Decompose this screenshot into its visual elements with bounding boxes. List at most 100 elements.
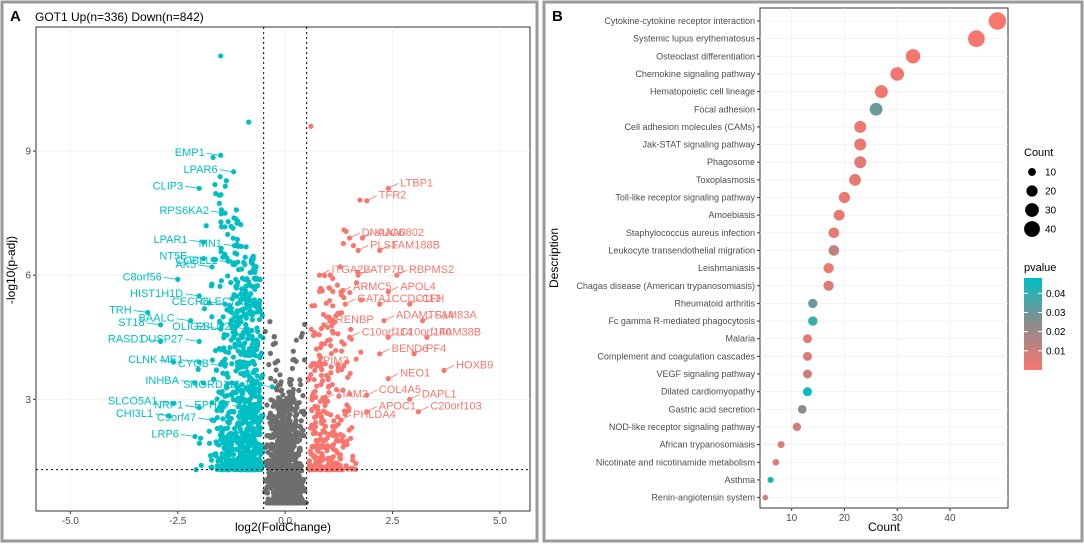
volcano-up-point [415, 409, 421, 415]
volcano-down-point [249, 359, 255, 365]
volcano-down-point [222, 301, 228, 307]
dotplot-gridlines [760, 8, 1008, 508]
volcano-down-point [227, 345, 233, 351]
dotplot-point [823, 280, 834, 291]
volcano-down-point [157, 338, 164, 344]
volcano-up-point [377, 301, 383, 307]
volcano-up-point [407, 301, 413, 307]
volcano-gene-label: RPS6KA2 [159, 205, 209, 217]
dotplot-term-label: Jak-STAT signaling pathway [642, 140, 755, 150]
volcano-down-point [231, 437, 237, 443]
volcano-down-point [251, 351, 257, 357]
volcano-ns-point [281, 445, 287, 452]
volcano-up-point [335, 414, 341, 420]
volcano-ns-point [267, 350, 273, 356]
volcano-y-tick-label: 6 [25, 271, 31, 282]
volcano-down-point [253, 457, 259, 463]
volcano-down-point [209, 417, 215, 423]
volcano-down-point [227, 303, 233, 309]
volcano-up-point [321, 322, 327, 328]
volcano-up-point [322, 272, 328, 279]
volcano-down-point [222, 183, 228, 189]
dotplot-term-label: Complement and coagulation cascades [597, 351, 755, 361]
volcano-up-point [358, 349, 364, 355]
volcano-ns-point [287, 500, 293, 506]
volcano-down-point [196, 185, 202, 191]
volcano-gene-label: BEND6 [392, 343, 429, 355]
volcano-up-point [319, 420, 325, 426]
volcano-gene-label: BAALC [139, 313, 175, 325]
volcano-up-point [318, 372, 325, 379]
volcano-gene-label: PHLDA4 [353, 409, 396, 421]
volcano-down-point [230, 397, 236, 403]
volcano-down-point [241, 445, 247, 451]
dotplot-term-label: Hematopoietic cell lineage [650, 87, 755, 97]
volcano-gene-label: TFR2 [379, 190, 407, 202]
volcano-ns-point [264, 402, 270, 408]
volcano-ns-point [278, 494, 284, 500]
volcano-ns-point [271, 402, 278, 408]
volcano-down-point [196, 338, 202, 344]
volcano-up-point [340, 444, 346, 450]
dotplot-term-label: Fc gamma R-mediated phagocytosis [608, 316, 755, 326]
dotplot-term-label: Renin-angiotensin system [651, 493, 755, 503]
volcano-down-point [195, 366, 201, 372]
volcano-down-point [170, 400, 177, 407]
volcano-gene-label: LPAR6 [184, 164, 218, 176]
volcano-ns-point [289, 393, 296, 399]
volcano-ns-point [287, 440, 293, 446]
volcano-gene-label: OLIG2 [172, 321, 204, 333]
volcano-gene-label: ARMC5 [353, 281, 392, 293]
volcano-up-point [309, 397, 315, 403]
volcano-down-point [206, 300, 212, 306]
volcano-ns-point [272, 378, 278, 384]
dotplot-term-label: NOD-like receptor signaling pathway [609, 422, 756, 432]
volcano-up-point [328, 350, 334, 357]
volcano-gene-label: CCDC113 [392, 293, 441, 305]
volcano-down-point [218, 219, 224, 225]
volcano-ns-point [281, 431, 287, 438]
volcano-up-point [324, 435, 330, 441]
volcano-up-point [311, 463, 317, 469]
volcano-threshold-lines [36, 27, 530, 511]
volcano-down-point [227, 447, 234, 453]
volcano-gene-label: PF4 [426, 343, 446, 355]
volcano-gene-label: HOXB9 [456, 359, 493, 371]
volcano-ns-point [277, 382, 283, 388]
volcano-up-point [328, 370, 334, 376]
dotplot-points [762, 12, 1007, 501]
volcano-down-point [218, 53, 224, 59]
volcano-down-point [247, 408, 253, 414]
volcano-down-point [237, 316, 243, 322]
volcano-y-tick-label: 3 [25, 395, 31, 406]
size-legend-title: Count [1024, 147, 1053, 159]
dotplot-term-label: African trypanosomiasis [659, 440, 755, 450]
volcano-down-point [249, 312, 255, 318]
volcano-down-point [218, 245, 224, 251]
volcano-down-point [248, 291, 254, 297]
volcano-up-point [349, 424, 355, 431]
volcano-down-point [192, 380, 198, 386]
volcano-ns-point [275, 476, 282, 483]
volcano-down-point [233, 207, 239, 213]
volcano-down-point [250, 379, 256, 386]
volcano-up-point [313, 430, 319, 436]
volcano-down-point [218, 425, 224, 431]
volcano-ns-point [300, 393, 306, 399]
volcano-up-point [309, 423, 315, 429]
dotplot-point [874, 85, 888, 99]
volcano-down-point [250, 370, 256, 376]
volcano-gene-label: CECR6 [172, 296, 209, 308]
volcano-down-point [218, 326, 224, 332]
volcano-down-point [243, 385, 249, 391]
volcano-up-point [364, 392, 370, 398]
volcano-up-point [331, 446, 337, 452]
dotplot-point [767, 476, 774, 483]
volcano-up-point [316, 288, 323, 295]
volcano-up-point [420, 318, 426, 324]
volcano-up-point [317, 437, 323, 443]
volcano-down-point [255, 441, 261, 447]
volcano-ns-point [302, 321, 308, 327]
dotplot-x-tick-label: 20 [839, 513, 851, 524]
